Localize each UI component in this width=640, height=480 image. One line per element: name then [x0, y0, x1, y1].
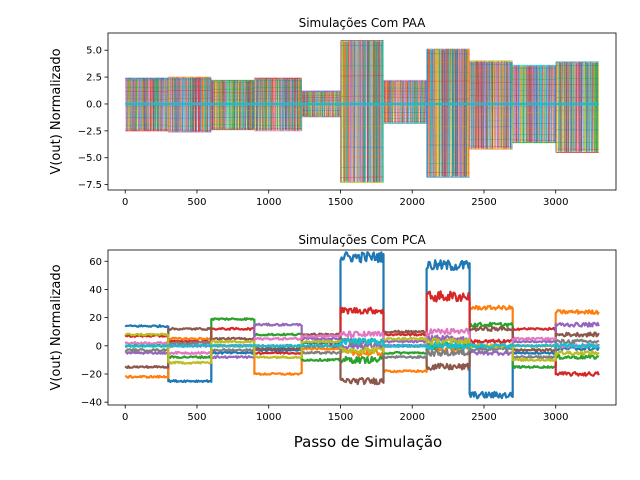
segment-band: [555, 61, 599, 153]
y-tick-label: 60: [89, 257, 102, 268]
x-tick-label: 0: [122, 197, 128, 208]
y-tick-label: 0: [96, 341, 102, 352]
axes-frame: [107, 249, 617, 406]
segment-band: [340, 40, 384, 183]
y-tick-label: −5.0: [78, 153, 102, 164]
series-line: [124, 337, 600, 350]
chart-title: Simulações Com PCA: [298, 233, 426, 247]
figure-xlabel: Passo de Simulação: [294, 433, 442, 451]
segment-band: [426, 48, 470, 178]
axes-frame: [107, 32, 617, 191]
x-tick-label: 3000: [543, 412, 568, 423]
pca-chart-panel: 0 500 1000 1500 2000 2500 3000 −40 −20 0 20 40 60 Sim…: [49, 233, 617, 423]
x-tick-label: 1500: [328, 412, 353, 423]
paa-chart-panel: 0 500 1000 1500 2000 2500 3000 −7.5 −5.0 −2.5 0.0 2…: [49, 16, 617, 208]
x-tick-label: 2000: [399, 197, 424, 208]
x-tick-label: 2500: [471, 197, 496, 208]
x-tick-label: 3000: [543, 197, 568, 208]
x-tick-label: 1000: [256, 197, 281, 208]
x-tick-label: 2000: [399, 412, 424, 423]
y-tick-label: −7.5: [78, 180, 102, 191]
y-tick-label: −20: [81, 370, 102, 381]
x-tick-label: 500: [187, 197, 206, 208]
series-line: [124, 325, 600, 386]
x-tick-label: 1500: [328, 197, 353, 208]
y-tick-label: 20: [89, 313, 102, 324]
series-line: [124, 332, 600, 365]
x-tick-label: 0: [122, 412, 128, 423]
segment-band: [469, 60, 513, 150]
y-tick-label: 40: [89, 285, 102, 296]
y-axis-label: V(out) Normalizado: [49, 48, 64, 174]
plot-area: [125, 40, 599, 183]
x-tick-label: 500: [187, 412, 206, 423]
y-tick-label: 2.5: [86, 73, 102, 84]
y-axis-label: V(out) Normalizado: [49, 264, 64, 390]
y-tick-label: −2.5: [78, 126, 102, 137]
x-tick-label: 2500: [471, 412, 496, 423]
chart-title: Simulações Com PAA: [299, 16, 427, 30]
y-tick-label: −40: [81, 398, 102, 409]
series-line: [124, 327, 600, 355]
plot-area: [124, 251, 600, 400]
series-line: [124, 317, 600, 369]
series-line: [124, 251, 600, 400]
y-tick-label: 0.0: [86, 99, 102, 110]
series-line: [124, 290, 600, 377]
segment-band: [383, 79, 427, 124]
y-tick-label: 5.0: [86, 46, 102, 57]
x-tick-label: 1000: [256, 412, 281, 423]
